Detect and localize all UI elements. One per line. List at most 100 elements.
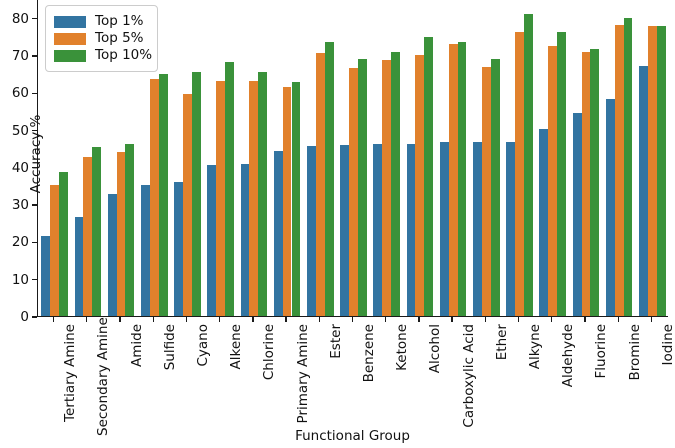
bar-top1-chlorine [240,163,250,316]
x-tick-label: Cyano [194,324,211,367]
bar-top1-carboxylic-acid [439,142,449,316]
bar-top10-carboxylic-acid [457,41,467,316]
x-tick-mark [86,317,88,322]
x-tick-mark [451,317,453,322]
x-tick-mark [385,317,387,322]
bar-top1-sulfide [140,184,150,316]
x-tick-label: Primary Amine [294,324,311,424]
x-tick-mark [584,317,586,322]
x-tick-label: Benzene [361,324,377,383]
legend-item: Top 10% [54,48,152,63]
bar-top5-fluorine [581,51,591,316]
x-tick-label: Fluorine [593,324,610,379]
x-tick-label: Chlorine [261,324,278,381]
x-tick-mark [551,317,553,322]
bar-top10-tertiary-amine [59,171,68,316]
bar-top5-ketone [382,59,392,316]
bar-top5-carboxylic-acid [448,44,458,316]
x-tick-mark [484,317,486,322]
plot-area [37,0,668,317]
x-tick-mark [650,317,653,322]
y-tick-label: 0 [20,309,29,325]
x-tick-label: Carboxylic Acid [460,324,477,428]
x-tick-mark [517,317,520,322]
bar-top10-sulfide [158,73,168,316]
bar-top10-cyano [191,72,201,316]
bar-top10-benzene [357,59,367,316]
bar-top5-bromine [614,25,624,316]
legend-item: Top 1% [54,14,149,29]
bar-top1-alkyne [506,141,516,316]
x-tick-mark [185,317,188,322]
x-tick-label: Alcohol [427,324,444,374]
y-tick-label: 30 [11,197,29,214]
bar-top10-iodine [656,25,666,316]
bar-top5-alkene [216,80,226,316]
bar-top10-ester [324,42,334,316]
legend-label: Top 1% [95,13,144,29]
bar-top5-cyano [183,94,192,316]
bar-top5-tertiary-amine [50,185,60,316]
bar-top5-secondary-amine [83,156,93,316]
bar-top1-iodine [639,65,648,316]
x-tick-label: Alkene [228,324,245,370]
x-tick-label: Amide [128,324,145,368]
x-tick-label: Tertiary Amine [62,324,79,422]
x-tick-label: Aldehyde [560,324,577,388]
bar-top1-primary-amine [273,151,283,316]
bar-top5-primary-amine [282,86,292,316]
legend-item: Top 5% [54,31,149,46]
x-tick-mark [418,317,420,322]
bar-top10-chlorine [258,71,268,316]
bar-top10-alcohol [424,36,434,316]
y-tick-label: 50 [11,122,29,139]
bar-top5-alcohol [415,55,425,316]
bar-top5-alkyne [515,32,524,316]
bar-top10-ether [490,58,500,316]
x-tick-mark [351,317,354,322]
bar-top1-benzene [340,145,350,316]
bar-top1-aldehyde [539,129,549,316]
x-tick-mark [152,317,154,322]
x-tick-mark [285,317,287,322]
bar-top10-fluorine [590,49,600,316]
x-tick-mark [252,317,254,322]
x-tick-label: Secondary Amine [95,317,112,436]
bar-top5-aldehyde [548,46,558,316]
bar-top1-fluorine [572,113,582,316]
bar-top10-primary-amine [291,81,301,316]
bar-top1-tertiary-amine [41,236,51,316]
bar-top10-amide [125,143,135,316]
x-tick-label: Iodine [659,324,675,366]
y-tick-mark [32,241,37,244]
y-tick-label: 70 [11,47,29,64]
bar-top1-secondary-amine [74,217,84,316]
y-tick-label: 80 [11,10,29,27]
y-tick-mark [32,316,37,318]
bar-top5-iodine [647,26,657,316]
x-tick-mark [119,317,121,322]
bar-top1-ester [307,145,316,316]
bar-top5-ester [315,53,325,316]
x-tick-mark [617,317,619,322]
x-tick-label: Ether [493,324,510,361]
y-tick-mark [32,92,37,94]
y-tick-label: 20 [11,234,29,251]
bar-top10-secondary-amine [92,147,102,316]
y-axis-title: Accuracy % [28,114,44,194]
x-tick-label: Alkyne [527,324,544,370]
bar-top1-ether [473,142,482,316]
x-tick-label: Bromine [626,324,643,381]
bar-top10-ketone [391,52,400,316]
x-tick-mark [52,317,55,322]
y-tick-mark [32,55,37,57]
bar-top10-aldehyde [557,32,567,316]
y-tick-mark [32,204,37,206]
legend-label: Top 5% [95,30,144,46]
x-tick-label: Sulfide [161,324,178,371]
bar-top1-amide [107,194,117,316]
bar-top10-alkene [225,61,234,316]
legend-swatch [54,15,86,28]
y-tick-mark [32,129,37,132]
y-tick-mark [32,167,37,169]
